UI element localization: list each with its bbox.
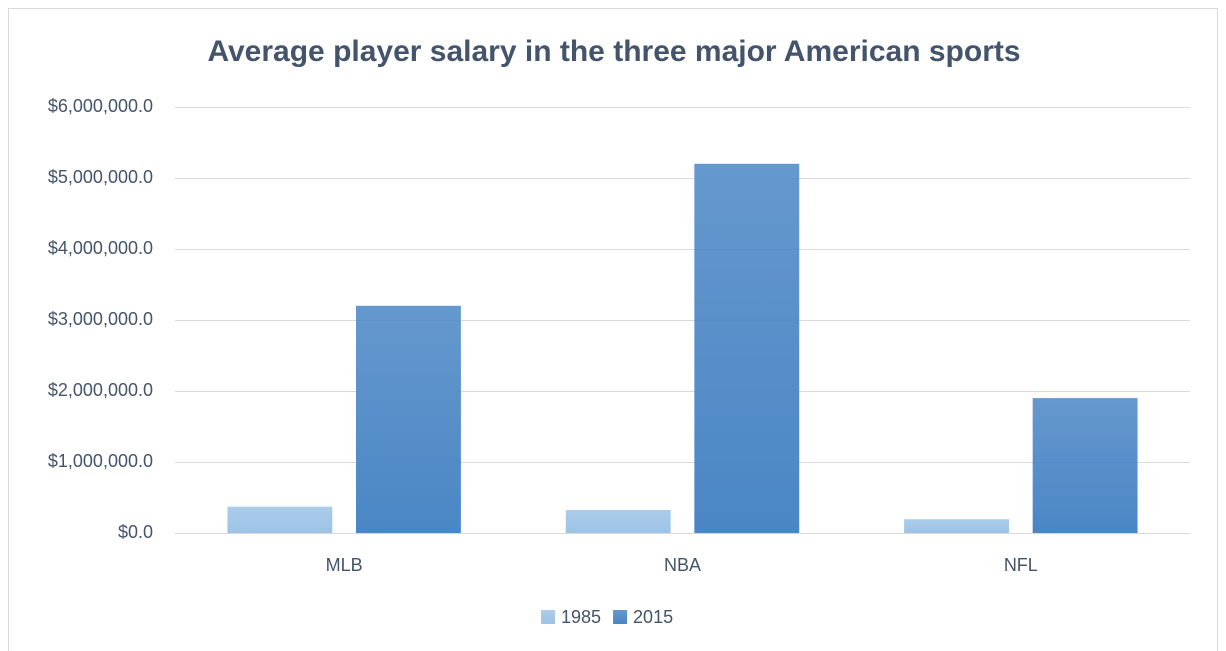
bar xyxy=(694,163,800,534)
chart-title: Average player salary in the three major… xyxy=(207,35,1020,68)
y-tick-label: $4,000,000.0 xyxy=(48,238,153,258)
legend-swatch xyxy=(613,610,628,624)
chart-border xyxy=(8,8,1218,651)
bar xyxy=(904,519,1009,533)
legend-label: 1985 xyxy=(561,607,601,627)
y-tick-label: $1,000,000.0 xyxy=(48,451,153,471)
bar xyxy=(227,506,333,533)
legend-label: 2015 xyxy=(633,607,673,627)
bar xyxy=(1032,398,1138,533)
bar xyxy=(356,305,461,533)
x-tick-label: NBA xyxy=(664,555,701,575)
y-tick-label: $2,000,000.0 xyxy=(48,380,153,400)
legend-swatch xyxy=(541,610,555,624)
x-tick-label: NFL xyxy=(1004,555,1038,575)
y-tick-label: $6,000,000.0 xyxy=(48,96,153,116)
y-tick-label: $3,000,000.0 xyxy=(48,309,153,329)
x-tick-label: MLB xyxy=(326,555,363,575)
y-tick-label: $0.0 xyxy=(118,522,153,542)
bar xyxy=(565,509,671,533)
y-tick-label: $5,000,000.0 xyxy=(48,167,153,187)
